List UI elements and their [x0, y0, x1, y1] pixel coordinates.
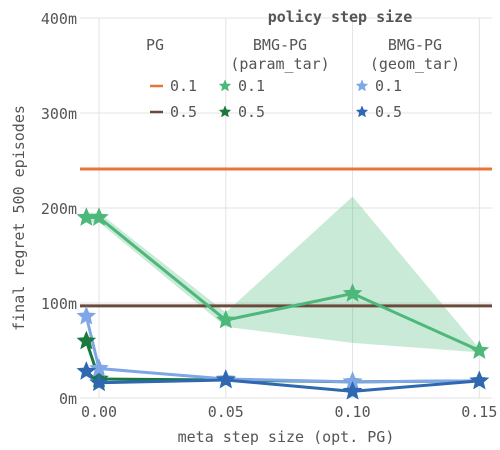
point-series-3-4 [469, 370, 490, 390]
legend-label-series-1: 0.5 [238, 103, 265, 121]
point-series-3-0 [76, 361, 97, 380]
legend-label-pg-1: 0.5 [170, 103, 197, 121]
y-tick-label-2: 200m [41, 200, 77, 218]
legend-title: policy step size [268, 8, 413, 26]
tick-labels: 0m 100m 200m 300m 400m 0.00 0.05 0.10 0.15 [41, 10, 498, 421]
point-series-3-1 [89, 372, 109, 392]
y-tick-label-0: 0m [59, 390, 77, 408]
legend-swatch-series-1 [218, 105, 232, 118]
baseline-lines [80, 167, 492, 308]
x-tick-label-3: 0.15 [461, 403, 497, 421]
legend-swatch-series-2 [355, 79, 369, 92]
legend-header-0-line-0: PG [146, 36, 164, 54]
point-series-0-1 [89, 207, 109, 226]
legend-swatch-series-0 [218, 79, 232, 92]
point-series-0-3 [342, 283, 363, 302]
legend-header-2-line-0: BMG-PG [388, 36, 442, 54]
legend-header-1-line-0: BMG-PG [253, 36, 307, 54]
x-axis-label: meta step size (opt. PG) [178, 428, 395, 446]
x-tick-label-1: 0.05 [208, 403, 244, 421]
point-series-3-3 [342, 381, 363, 400]
legend-label-series-2: 0.1 [375, 77, 402, 95]
band-series-0 [86, 196, 480, 353]
legend-label-pg-0: 0.1 [170, 77, 197, 95]
confidence-bands [86, 196, 480, 353]
y-tick-label-3: 300m [41, 105, 77, 123]
series-markers [76, 207, 490, 400]
legend-label-series-0: 0.1 [238, 77, 265, 95]
x-tick-label-2: 0.10 [334, 403, 370, 421]
y-tick-label-4: 400m [41, 10, 77, 28]
x-tick-label-0: 0.00 [81, 403, 117, 421]
point-series-1-0 [76, 330, 97, 350]
y-axis-label: final regret 500 episodes [10, 105, 28, 331]
legend-header-1-line-1: (param_tar) [230, 55, 329, 73]
point-series-2-0 [76, 305, 97, 325]
legend-header-2-line-1: (geom_tar) [370, 55, 460, 73]
legend-swatch-series-3 [355, 105, 369, 118]
point-series-0-2 [215, 309, 236, 329]
y-tick-label-1: 100m [41, 295, 77, 313]
legend-label-series-3: 0.5 [375, 103, 402, 121]
point-series-3-2 [215, 369, 236, 389]
point-series-0-4 [469, 340, 490, 359]
